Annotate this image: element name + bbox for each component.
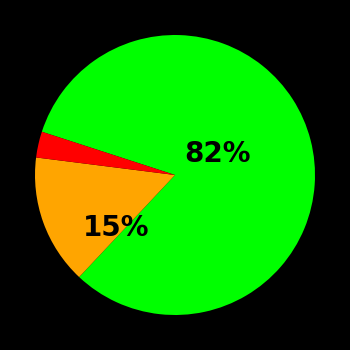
Wedge shape [35,158,175,277]
Text: 82%: 82% [184,140,250,168]
Wedge shape [36,132,175,175]
Text: 15%: 15% [83,214,149,242]
Wedge shape [42,35,315,315]
